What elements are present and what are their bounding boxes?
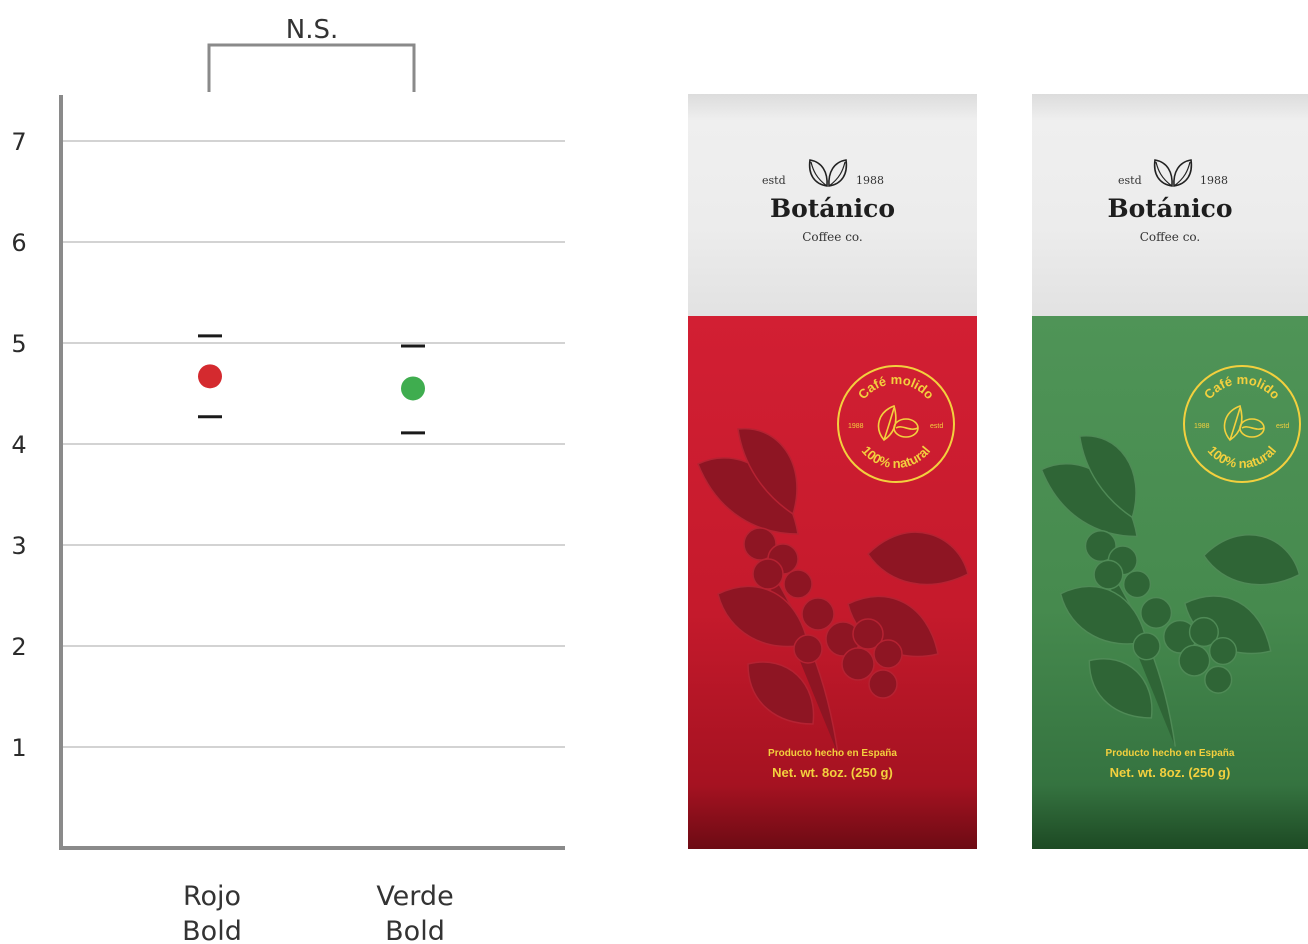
coffee-plant-illustration [697, 427, 969, 754]
significance-label: N.S. [286, 15, 338, 45]
y-tick-label: 5 [11, 330, 26, 358]
seal-right-text: estd [930, 423, 943, 430]
coffee-seal: Café molido 100% natural 1988 estd [1183, 365, 1301, 483]
y-tick-label: 2 [11, 633, 26, 661]
brand-subtitle: Coffee co. [1139, 230, 1201, 244]
net-weight-text: Net. wt. 8oz. (250 g) [772, 765, 893, 780]
package-top-band [688, 94, 977, 316]
chart-svg: 1 2 3 4 5 6 7 Rojo Bold Verde Bold N.S. [11, 15, 565, 944]
made-in-text: Producto hecho en España [768, 748, 897, 759]
y-tick-label: 4 [11, 431, 26, 459]
category-label: Verde [376, 881, 453, 912]
coffee-seal: Café molido 100% natural 1988 estd [837, 365, 955, 483]
package-green: estd 1988 Botánico Coffee co. Café molid… [1032, 94, 1308, 849]
package-top-band [1032, 94, 1308, 316]
y-tick-labels: 1 2 3 4 5 6 7 [11, 128, 26, 762]
net-weight-text: Net. wt. 8oz. (250 g) [1109, 765, 1231, 780]
significance-bracket: N.S. [207, 15, 416, 92]
data-marks [198, 334, 425, 435]
package-red: estd 1988 Botánico Coffee co. Café molid… [688, 94, 977, 849]
svg-text:Café molido: Café molido [1201, 372, 1283, 402]
y-tick-label: 3 [11, 532, 26, 560]
seal-right-text: estd [1276, 423, 1289, 430]
seal-leaf-icon [877, 404, 919, 442]
year-label: 1988 [856, 174, 884, 187]
coffee-plant-illustration [1040, 435, 1301, 747]
leaf-logo-icon [808, 159, 848, 187]
category-labels: Rojo Bold Verde Bold [182, 881, 454, 944]
seal-top-text: Café molido [1201, 372, 1283, 402]
estd-label: estd [1118, 174, 1142, 187]
leaf-logo-icon [1153, 159, 1193, 187]
seal-left-text: 1988 [848, 423, 864, 430]
mean-point [198, 364, 222, 389]
category-label: Bold [385, 916, 445, 944]
category-label: Bold [182, 916, 242, 944]
mean-point [401, 376, 425, 401]
y-tick-label: 6 [11, 229, 26, 257]
seal-leaf-icon [1223, 404, 1265, 442]
estd-label: estd [762, 174, 786, 187]
seal-top-text: Café molido [855, 372, 937, 402]
significance-bracket-line [207, 43, 416, 92]
year-label: 1988 [1200, 174, 1228, 187]
seal-left-text: 1988 [1194, 423, 1210, 430]
y-tick-label: 7 [11, 128, 26, 156]
made-in-text: Producto hecho en España [1105, 748, 1235, 759]
gridlines [61, 140, 565, 748]
svg-text:Café molido: Café molido [855, 372, 937, 402]
brand-name: Botánico [1107, 194, 1233, 223]
brand-subtitle: Coffee co. [802, 230, 863, 244]
brand-name: Botánico [769, 194, 896, 223]
y-tick-label: 1 [11, 734, 26, 762]
category-label: Rojo [183, 881, 241, 912]
